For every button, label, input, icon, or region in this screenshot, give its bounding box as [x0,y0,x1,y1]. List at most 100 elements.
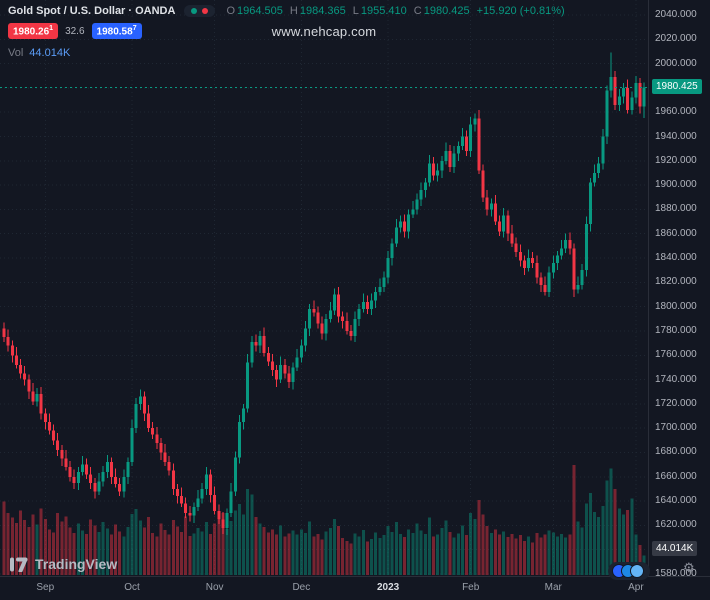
candle-body [473,118,477,125]
volume-bar [122,536,126,575]
candle-body [109,462,113,477]
candle-body [19,364,23,374]
volume-bar [299,529,303,575]
volume-bar [130,514,134,575]
volume-bar [332,518,336,575]
volume-bar [365,541,369,575]
candle-body [531,258,535,263]
price-axis-label: 1860.000 [655,227,697,239]
candle-body [481,170,485,198]
candle-body [68,467,72,477]
close-label: C [413,5,422,17]
candle-body [23,373,27,380]
candle-body [138,396,142,404]
price-axis-label: 1920.000 [655,154,697,166]
candle-body [64,458,68,468]
change-value: +15.920 (+0.81%) [476,5,565,17]
candle-body [279,364,283,380]
volume-bar [312,536,316,575]
volume-bar [167,534,171,575]
volume-axis-badge: 44.014K [652,540,698,556]
close-value: 1980.425 [423,5,470,17]
volume-bar [56,513,60,575]
volume-bar [382,535,386,575]
candle-body [390,243,394,259]
volume-bar [192,533,196,575]
candle-body [180,496,184,504]
volume-bar [502,531,506,575]
candle-body [374,292,378,301]
volume-bar [403,536,407,575]
sell-price-button[interactable]: 1980.261 [8,23,59,40]
reactions-widget[interactable] [608,562,650,580]
candle-body [275,369,279,380]
candle-body [130,428,134,463]
candle-body [522,260,526,268]
volume-bar [225,528,229,575]
candle-body [560,248,564,256]
reaction-circle-icon [630,564,644,578]
down-dot-icon [202,8,209,14]
volume-bar [411,532,415,575]
high-label: H [289,5,298,17]
settings-gear-icon[interactable]: ⚙ [683,560,695,575]
candle-body [328,310,332,319]
candle-body [419,189,423,200]
volume-bar [229,521,233,575]
volume-bar [527,536,531,575]
candle-body [295,357,299,368]
volume-bar [539,537,543,575]
candle-body [225,513,229,528]
candle-body [469,124,473,152]
candle-body [6,337,10,346]
candle-body [518,251,522,261]
watermark-url: www.nehcap.com [271,24,377,39]
candle-body [270,361,274,370]
buy-price-button[interactable]: 1980.587 [91,23,142,40]
volume-bar [361,529,365,575]
volume-bar [72,532,76,575]
time-axis-label: Sep [36,582,55,593]
volume-bar [308,521,312,575]
volume-bar [440,528,444,575]
candle-body [151,428,155,435]
volume-bar [10,517,14,575]
volume-bar [337,525,341,575]
volume-bar [456,533,460,575]
buy-sell-dots-pill[interactable] [184,5,216,17]
candle-body [196,498,200,508]
candle-body [489,203,493,210]
candle-body [237,422,241,458]
candle-body [398,221,402,228]
candle-body [89,474,93,483]
candle-body [221,519,225,528]
candlestick-chart[interactable] [0,0,648,576]
symbol-title[interactable]: Gold Spot / U.S. Dollar · OANDA [8,5,176,17]
candle-body [2,328,6,338]
candle-body [242,408,246,423]
volume-bar [531,542,535,575]
candle-body [246,362,250,409]
volume-bar [126,527,130,575]
time-axis[interactable]: Sep Oct Nov Dec 2023 Feb Mar Apr [0,576,710,600]
volume-bar [514,538,518,575]
candle-body [576,284,580,290]
candle-body [605,90,609,137]
low-value: 1955.410 [360,5,407,17]
candle-body [613,76,617,105]
price-axis-label: 2000.000 [655,57,697,69]
volume-bar [85,533,89,575]
time-axis-label: 2023 [376,582,400,593]
candle-body [159,442,163,453]
volume-bar [353,533,357,575]
tradingview-logo[interactable]: TradingView [10,556,117,572]
candle-body [444,151,448,161]
volume-bar [572,465,576,575]
candle-body [514,243,518,252]
time-axis-label: Mar [544,582,562,593]
volume-bar [43,518,47,575]
price-axis[interactable]: 1980.425 44.014K 2040.000 2020.000 2000.00… [648,0,710,579]
volume-bar [432,536,436,575]
candle-body [332,294,336,311]
candle-body [299,345,303,358]
